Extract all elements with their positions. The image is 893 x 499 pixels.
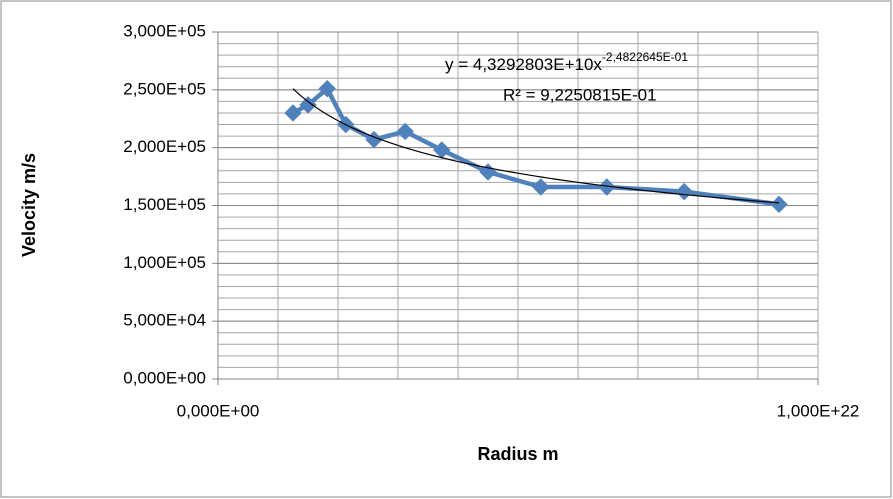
y-tick-label: 2,500E+05 xyxy=(123,79,206,98)
data-point xyxy=(675,182,693,201)
y-axis-title: Velocity m/s xyxy=(19,153,39,257)
grid xyxy=(218,31,819,380)
equation-exponent: -2,4822645E-01 xyxy=(602,50,688,64)
y-tick-label: 3,000E+05 xyxy=(123,21,206,40)
data-point xyxy=(299,96,317,114)
y-tick-label: 5,000E+04 xyxy=(123,311,206,330)
y-tick-label: 0,000E+00 xyxy=(123,368,206,387)
trendline xyxy=(292,88,780,204)
trend-equation: y = 4,3292803E+10x-2,4822645E-01 xyxy=(445,50,688,74)
trend-r2: R² = 9,2250815E-01 xyxy=(503,85,657,104)
x-tick-label: 1,000E+22 xyxy=(777,401,860,420)
data-point xyxy=(396,122,414,141)
data-point xyxy=(284,104,302,122)
plot xyxy=(284,79,788,214)
y-tick-label: 2,000E+05 xyxy=(123,137,206,156)
data-point xyxy=(318,79,336,98)
x-tick-label: 0,000E+00 xyxy=(177,401,260,420)
data-point xyxy=(532,178,550,196)
y-tick-label: 1,000E+05 xyxy=(123,253,206,272)
equation-base: y = 4,3292803E+10x xyxy=(445,55,602,74)
x-axis-title: Radius m xyxy=(477,444,558,464)
data-point xyxy=(770,195,788,214)
data-point xyxy=(598,178,616,196)
y-tick-label: 1,500E+05 xyxy=(123,195,206,214)
